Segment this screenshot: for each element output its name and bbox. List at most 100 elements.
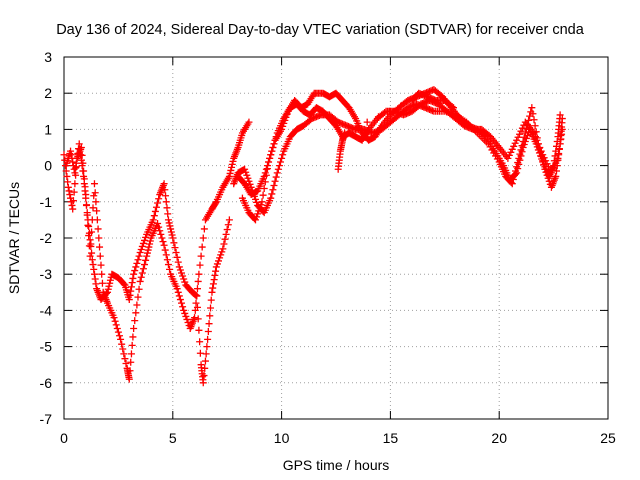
data-point-interp xyxy=(175,292,183,300)
data-point-interp xyxy=(158,234,166,242)
data-point-interp xyxy=(212,267,220,275)
data-point xyxy=(149,216,157,224)
data-point-interp xyxy=(135,285,143,293)
data-point-interp xyxy=(72,159,80,167)
data-point-interp xyxy=(167,228,175,236)
data-point xyxy=(267,194,275,202)
data-point-interp xyxy=(196,338,204,346)
data-point-interp xyxy=(196,261,204,269)
data-point-interp xyxy=(176,296,184,304)
data-point-interp xyxy=(137,245,145,253)
x-tick-label: 15 xyxy=(383,430,399,446)
data-point-interp xyxy=(98,270,106,278)
data-point-interp xyxy=(71,180,79,188)
data-point xyxy=(130,270,138,278)
data-point-interp xyxy=(516,130,524,138)
data-point-interp xyxy=(162,251,170,259)
data-point-interp xyxy=(91,189,99,197)
y-tick-label: -5 xyxy=(40,339,53,355)
data-point-interp xyxy=(244,174,252,182)
y-tick-label: -3 xyxy=(40,266,53,282)
data-point-interp xyxy=(113,325,121,332)
data-point-interp xyxy=(151,207,159,215)
data-point-interp xyxy=(172,248,180,256)
data-point-interp xyxy=(271,177,279,185)
data-point-interp xyxy=(512,170,520,178)
data-point-interp xyxy=(65,187,73,195)
data-point-interp xyxy=(77,151,85,159)
data-point-interp xyxy=(179,303,187,311)
data-point-interp xyxy=(255,207,263,215)
data-point-interp xyxy=(121,355,129,363)
data-point xyxy=(208,288,216,296)
data-point-interp xyxy=(218,248,226,256)
data-point-interp xyxy=(537,147,545,155)
data-point-interp xyxy=(206,312,214,320)
data-point-interp xyxy=(69,158,77,166)
data-point-interp xyxy=(201,364,209,372)
y-tick-label: -2 xyxy=(40,230,53,246)
x-tick-label: 20 xyxy=(491,430,507,446)
data-point-interp xyxy=(141,236,149,244)
data-point-interp xyxy=(272,133,280,141)
x-axis-label: GPS time / hours xyxy=(283,457,390,473)
data-point xyxy=(260,172,268,180)
data-point-interp xyxy=(193,285,201,293)
data-point-interp xyxy=(202,350,210,358)
data-point-interp xyxy=(204,328,212,336)
data-point-interp xyxy=(83,209,91,217)
data-point-interp xyxy=(159,238,167,246)
data-point-interp xyxy=(181,309,189,317)
data-point-interp xyxy=(363,118,371,126)
data-point-interp xyxy=(82,194,90,202)
data-point-interp xyxy=(228,163,236,171)
data-point-interp xyxy=(168,231,176,239)
data-point xyxy=(60,151,68,159)
series-sat-track-b xyxy=(62,140,233,387)
data-point-interp xyxy=(70,188,78,196)
data-point-interp xyxy=(167,225,175,233)
y-axis-tick-labels: -7 -6 -5 -4 -3 -2 -1 0 1 2 3 xyxy=(40,49,53,427)
data-point-interp xyxy=(254,210,262,218)
data-point xyxy=(552,172,560,180)
data-point-interp xyxy=(126,291,134,299)
data-point-interp xyxy=(261,169,269,177)
data-point xyxy=(245,118,253,126)
data-point xyxy=(267,151,275,159)
data-point-interp xyxy=(207,304,215,312)
data-point-interp xyxy=(129,333,137,341)
data-point-interp xyxy=(104,285,112,293)
x-tick-label: 10 xyxy=(274,430,290,446)
data-point-interp xyxy=(279,151,287,159)
data-point xyxy=(191,314,199,322)
data-point-interp xyxy=(555,145,563,153)
data-point-interp xyxy=(517,127,525,135)
data-point-interp xyxy=(132,309,140,317)
data-point-interp xyxy=(198,243,206,251)
data-point-interp xyxy=(118,340,126,348)
x-tick-label: 5 xyxy=(169,430,177,446)
data-point xyxy=(273,169,281,177)
data-point xyxy=(80,172,88,180)
data-point-interp xyxy=(133,301,141,309)
data-point xyxy=(136,277,144,285)
y-tick-label: -1 xyxy=(40,194,53,210)
data-point-interp xyxy=(97,261,105,269)
data-point-interp xyxy=(266,154,274,162)
data-point-interp xyxy=(77,156,85,164)
data-point-interp xyxy=(156,227,164,235)
data-point-interp xyxy=(216,254,224,262)
data-point xyxy=(169,234,177,242)
data-point-interp xyxy=(448,102,456,110)
data-point-interp xyxy=(166,265,174,273)
data-point-interp xyxy=(534,140,542,148)
data-point-interp xyxy=(179,272,187,280)
data-point-interp xyxy=(278,154,286,162)
data-point-interp xyxy=(269,144,277,151)
data-point-interp xyxy=(555,150,563,158)
data-point-interp xyxy=(245,177,253,185)
data-point-interp xyxy=(92,280,100,288)
data-point-interp xyxy=(510,142,518,150)
data-point xyxy=(539,151,547,159)
data-point-interp xyxy=(106,276,114,284)
